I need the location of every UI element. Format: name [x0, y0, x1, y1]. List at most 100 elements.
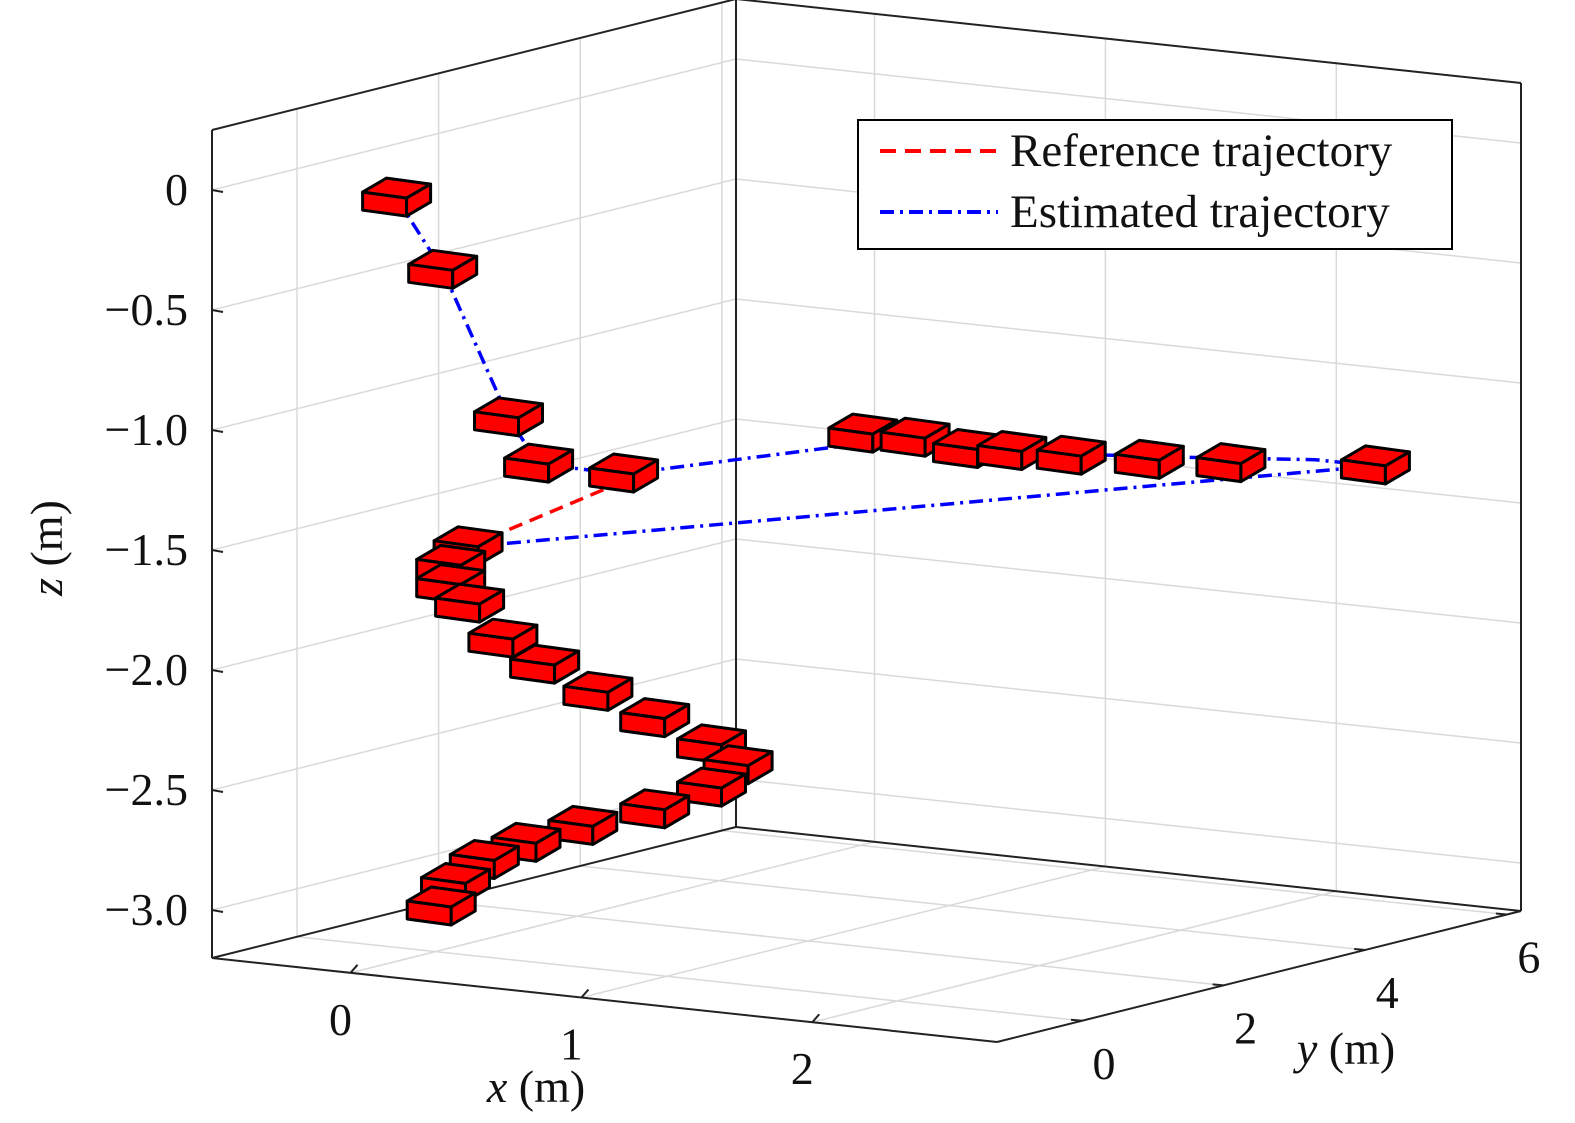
y-tick-label: 4 — [1376, 967, 1399, 1018]
cube-side-face — [720, 772, 747, 808]
cube-side-face — [606, 676, 634, 712]
pose-cube — [467, 617, 539, 659]
cube-front-face — [932, 442, 979, 469]
pose-cube — [562, 670, 634, 712]
x-tick-label: 0 — [329, 994, 352, 1045]
series-layer — [395, 197, 1376, 549]
z-tick-label: −3.0 — [105, 884, 188, 935]
grid-line-y-floor — [296, 936, 1083, 1022]
y-tick-label: 0 — [1092, 1038, 1115, 1089]
y-tick-mark — [1070, 1018, 1083, 1022]
x-tick-mark — [349, 964, 359, 974]
grid-line-z-left — [211, 58, 737, 191]
x-axis-line — [211, 957, 998, 1043]
cube-side-face — [1239, 448, 1267, 484]
pose-cube — [1035, 434, 1107, 476]
legend-box — [857, 119, 1453, 250]
grid-line-y-floor — [721, 829, 1507, 916]
legend-label-estimated: Estimated trajectory — [1010, 186, 1390, 238]
y-axis-label: y (m) — [1293, 1023, 1395, 1074]
cube-side-face — [1383, 450, 1411, 486]
cube-front-face — [562, 684, 610, 712]
cube-front-face — [467, 631, 515, 659]
cube-side-face — [1079, 440, 1107, 476]
cube-side-face — [663, 703, 691, 739]
z-tick-mark — [211, 549, 224, 553]
x-tick-label: 1 — [560, 1019, 583, 1070]
z-axis-label: z (m) — [21, 500, 72, 597]
z-tick-label: −1.0 — [105, 404, 188, 455]
pose-cube — [619, 697, 691, 739]
cube-side-face — [517, 402, 544, 438]
grid-line-x-floor — [581, 865, 1106, 999]
cube-side-face — [405, 182, 433, 218]
grid-line-x-floor — [812, 890, 1337, 1023]
pose-cube — [676, 766, 747, 808]
grid-line-x-floor — [350, 841, 875, 974]
cube-side-face — [451, 254, 479, 290]
cube-front-face — [361, 190, 409, 218]
pose-cube — [509, 643, 581, 685]
cube-side-face — [534, 827, 562, 863]
cube-side-face — [478, 588, 506, 624]
pose-cube — [473, 396, 544, 438]
pose-cube — [503, 442, 575, 484]
cube-front-face — [1113, 452, 1161, 480]
cube-side-face — [591, 810, 619, 846]
grid-line-z-back — [735, 298, 1522, 384]
cube-side-face — [492, 845, 520, 880]
legend-label-reference: Reference trajectory — [1010, 125, 1393, 177]
pose-cube — [405, 885, 477, 927]
cube-front-face — [503, 456, 551, 484]
grid-line-z-back — [735, 658, 1522, 744]
z-tick-label: 0 — [165, 164, 188, 215]
x-tick-mark — [811, 1013, 821, 1023]
y-tick-label: 2 — [1234, 1002, 1257, 1053]
y-tick-mark — [1212, 983, 1224, 987]
cube-front-face — [1339, 458, 1387, 486]
cube-side-face — [746, 750, 774, 786]
z-tick-mark — [211, 909, 224, 913]
cube-side-face — [547, 448, 575, 484]
cube-front-face — [407, 262, 455, 290]
grid-line-z-left — [211, 658, 737, 791]
z-tick-mark — [211, 789, 224, 793]
cube-front-face — [879, 430, 927, 458]
cube-side-face — [449, 891, 477, 927]
cube-front-face — [434, 596, 482, 624]
cube-side-face — [663, 794, 691, 830]
cube-front-face — [509, 657, 557, 685]
pose-cube — [1339, 444, 1411, 486]
y-tick-mark — [1495, 912, 1507, 916]
grid-line-z-back — [735, 538, 1522, 624]
estimated-trajectory-line — [395, 197, 1376, 549]
z-tick-mark — [211, 429, 224, 433]
legend: Reference trajectory Estimated trajector… — [857, 119, 1453, 250]
z-tick-label: −0.5 — [105, 284, 188, 335]
box-edge-top-back — [735, 0, 1522, 84]
cube-front-face — [1195, 456, 1243, 484]
pose-cube — [1195, 442, 1267, 484]
cube-front-face — [473, 410, 520, 438]
z-tick-label: −2.0 — [105, 644, 188, 695]
grid-line-y-floor — [580, 865, 1366, 951]
grid-line-z-left — [211, 178, 737, 311]
box-edge-floor-back — [735, 826, 1522, 912]
pose-cube — [619, 788, 691, 830]
z-tick-mark — [211, 669, 224, 673]
pose-cube — [434, 582, 506, 624]
pose-cube — [588, 452, 660, 494]
cube-front-face — [827, 426, 875, 454]
cube-front-face — [619, 711, 667, 739]
z-tick-mark — [211, 189, 224, 193]
pose-markers — [361, 176, 1411, 927]
pose-cube — [361, 176, 433, 218]
y-tick-mark — [1354, 947, 1366, 951]
y-axis-line — [996, 910, 1522, 1043]
grid-line-z-back — [735, 778, 1522, 864]
cube-side-face — [1157, 444, 1185, 480]
x-tick-mark — [580, 988, 590, 999]
pose-cube — [407, 248, 479, 290]
pose-cube — [879, 416, 951, 458]
